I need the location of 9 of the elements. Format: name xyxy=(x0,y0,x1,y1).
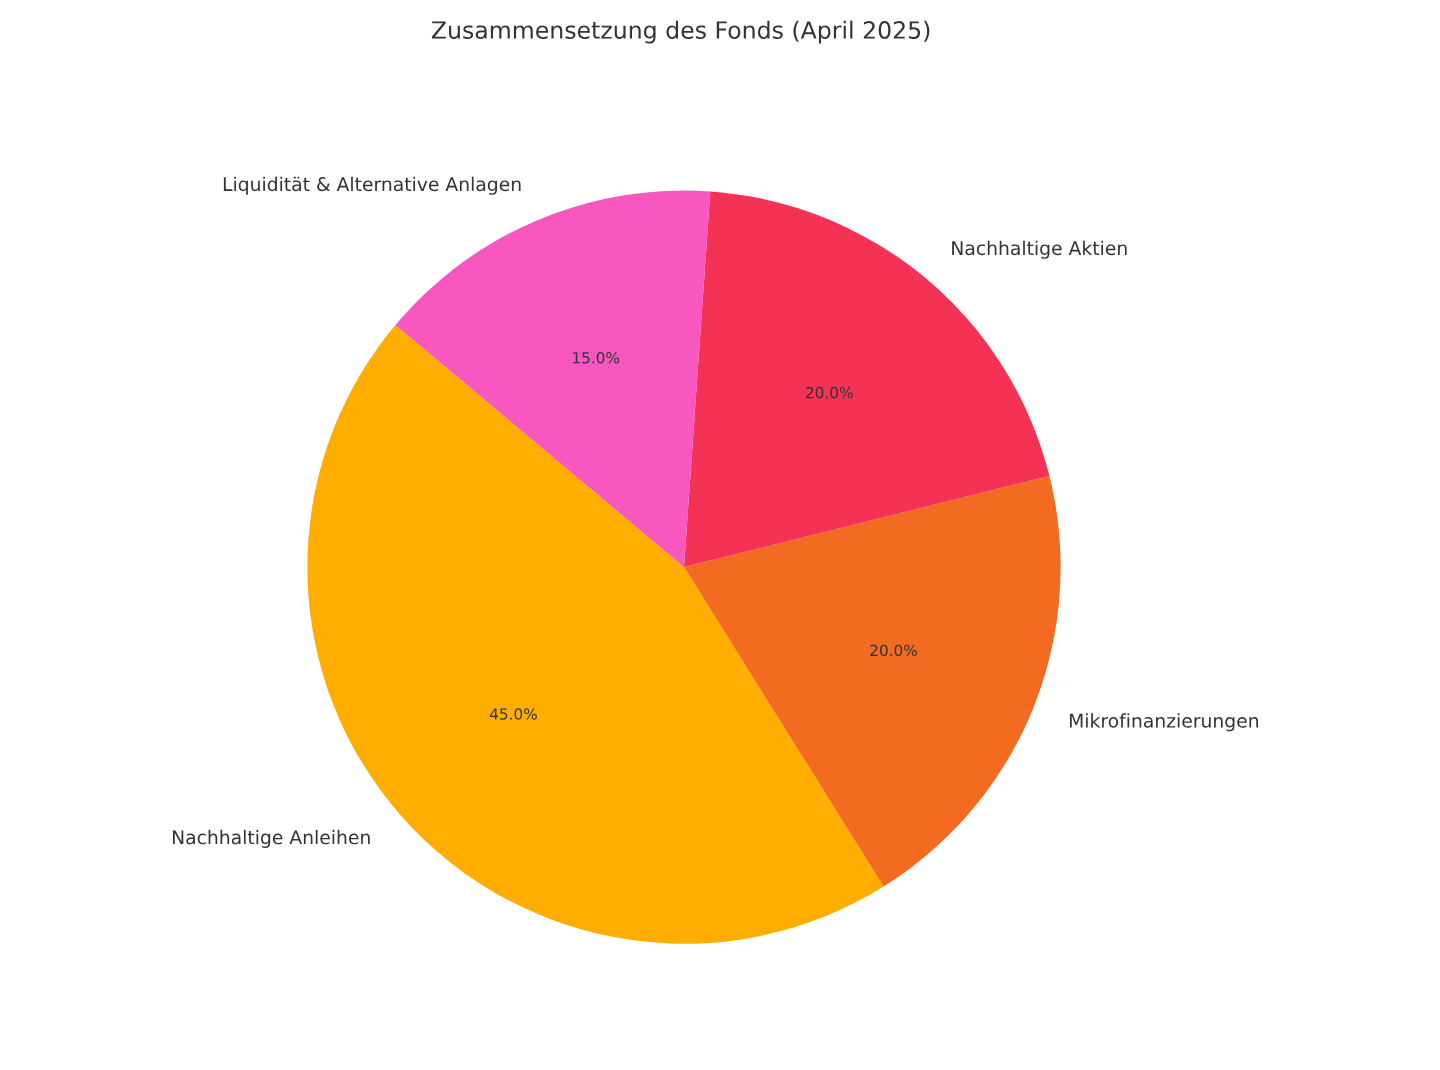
data-label: 20.0% xyxy=(870,644,917,657)
data-label: 15.0% xyxy=(573,351,620,364)
slice-label: Mikrofinanzierungen xyxy=(1069,713,1258,732)
slice-label: Nachhaltige Anleihen xyxy=(172,829,370,848)
slice-label: Nachhaltige Aktien xyxy=(952,240,1127,259)
data-label: 20.0% xyxy=(806,386,853,399)
slice-label: Liquidität & Alternative Anlagen xyxy=(223,176,521,195)
chart-title: Zusammensetzung des Fonds (April 2025) xyxy=(431,20,930,44)
data-label: 45.0% xyxy=(489,708,537,720)
